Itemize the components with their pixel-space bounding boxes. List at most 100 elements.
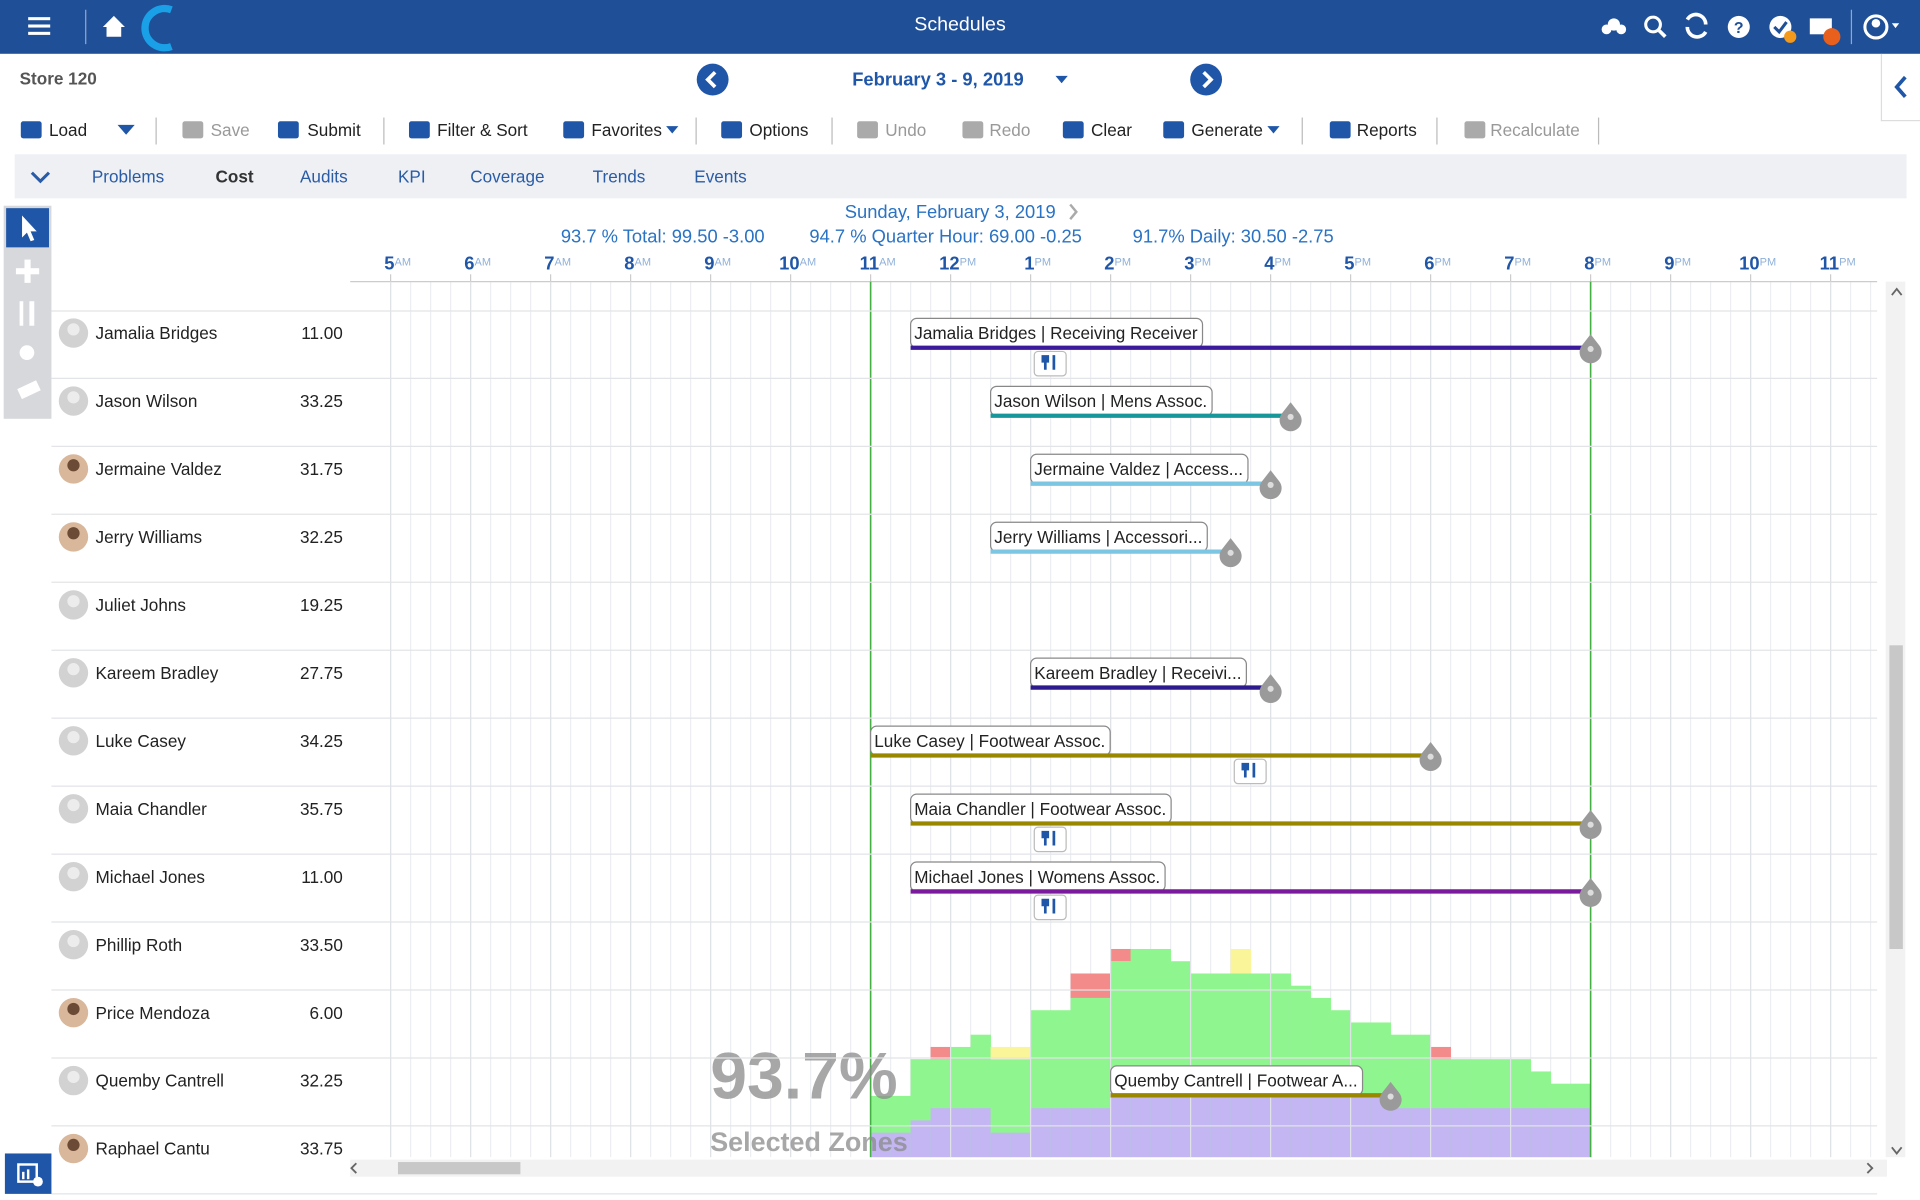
coverage-percent: 93.7% bbox=[710, 1039, 897, 1113]
shift-end-dot bbox=[1427, 753, 1434, 760]
hour-label: 9 bbox=[1664, 252, 1674, 273]
hour-label: 7 bbox=[1504, 252, 1514, 273]
toolbar-separator bbox=[155, 117, 157, 145]
app-title: Schedules bbox=[914, 14, 1006, 36]
toolbar-button[interactable]: Load bbox=[48, 120, 88, 140]
break-marker bbox=[1033, 350, 1067, 377]
break-marker bbox=[1233, 758, 1267, 785]
employee-name: Kareem Bradley bbox=[96, 663, 219, 683]
employee-name: Phillip Roth bbox=[96, 935, 183, 955]
toolbar-button[interactable]: Recalculate bbox=[1490, 120, 1580, 140]
toolbar-button[interactable]: Reports bbox=[1356, 120, 1417, 140]
day-heading: Sunday, February 3, 2019 bbox=[845, 201, 1056, 222]
week-range[interactable]: February 3 - 9, 2019 bbox=[852, 69, 1024, 91]
hour-label: 5 bbox=[1344, 252, 1354, 273]
toolbar-button[interactable]: Favorites bbox=[591, 120, 662, 140]
hour-label: 7 bbox=[544, 252, 554, 273]
hour-label: 6 bbox=[464, 252, 474, 273]
toolbar-icon bbox=[408, 121, 430, 139]
hour-label: 1 bbox=[1024, 252, 1034, 273]
shift-end-dot bbox=[1387, 1093, 1394, 1100]
avatar-head bbox=[67, 459, 80, 472]
toolbar-button[interactable]: Generate bbox=[1191, 120, 1263, 140]
v-scroll-thumb[interactable] bbox=[1889, 645, 1903, 949]
coverage-over bbox=[1090, 973, 1111, 998]
toolbar-button[interactable]: Options bbox=[749, 120, 809, 140]
hour-label: 8 bbox=[1584, 252, 1594, 273]
stat: 93.7 % Total: 99.50 -3.00 bbox=[561, 225, 765, 246]
break-marker bbox=[1033, 826, 1067, 853]
tab[interactable]: Problems bbox=[91, 166, 165, 187]
v-scroll-down bbox=[1891, 1146, 1903, 1155]
h-scroll-thumb[interactable] bbox=[397, 1162, 521, 1175]
coverage-base bbox=[1410, 1108, 1431, 1158]
toolbar-button[interactable]: Undo bbox=[885, 120, 927, 140]
toolbar-button[interactable]: Save bbox=[210, 120, 250, 140]
toolbar-icon bbox=[1464, 121, 1486, 139]
side-panel-toggle[interactable] bbox=[1880, 53, 1920, 122]
hour-label: 5 bbox=[384, 252, 394, 273]
employee-name: Jason Wilson bbox=[96, 391, 198, 411]
shift-label: Jermaine Valdez | Access... bbox=[1034, 459, 1243, 479]
select-tool[interactable] bbox=[6, 208, 49, 248]
hour-label: 10 bbox=[1739, 252, 1759, 273]
tab[interactable]: Cost bbox=[215, 166, 254, 187]
coverage-over bbox=[930, 1046, 951, 1060]
hour-label: 4 bbox=[1264, 252, 1275, 273]
favorites-caret[interactable] bbox=[666, 126, 679, 134]
store-name: Store 120 bbox=[19, 68, 97, 89]
generate-caret[interactable] bbox=[1267, 126, 1280, 134]
hour-label: 11 bbox=[860, 252, 879, 273]
tab[interactable]: Audits bbox=[300, 166, 348, 187]
shift-end-dot bbox=[1287, 413, 1294, 420]
avatar-head bbox=[67, 1138, 80, 1152]
coverage-base bbox=[1090, 1108, 1111, 1158]
week-caret[interactable] bbox=[1054, 73, 1069, 85]
hour-suffix: AM bbox=[554, 257, 571, 269]
employee-hours: 31.75 bbox=[300, 459, 343, 479]
hour-label: 11 bbox=[1820, 252, 1839, 273]
next-week[interactable] bbox=[1190, 63, 1223, 96]
week-nav: Store 120 February 3 - 9, 2019 bbox=[0, 53, 1881, 103]
employee-name: Jermaine Valdez bbox=[96, 459, 222, 479]
prev-week[interactable] bbox=[696, 63, 729, 96]
hour-suffix: PM bbox=[960, 257, 977, 269]
toolbar-button[interactable]: Redo bbox=[989, 120, 1031, 140]
employee-hours: 34.25 bbox=[300, 731, 343, 751]
tab[interactable]: Coverage bbox=[470, 166, 545, 187]
toolbar-icon bbox=[182, 121, 204, 139]
hour-suffix: AM bbox=[800, 257, 817, 269]
tab[interactable]: Events bbox=[694, 166, 747, 187]
avatar-head bbox=[67, 323, 80, 336]
toolbar-button[interactable]: Clear bbox=[1091, 120, 1133, 140]
coverage-base bbox=[1430, 1108, 1451, 1158]
employee-hours: 35.75 bbox=[300, 799, 343, 819]
analytics-button[interactable] bbox=[4, 1153, 52, 1194]
employee-hours: 32.25 bbox=[300, 1071, 343, 1091]
toolbar-icon bbox=[1163, 121, 1185, 139]
toolbar-button[interactable]: Submit bbox=[307, 120, 361, 140]
other-tools[interactable] bbox=[6, 250, 49, 417]
shift-end-dot bbox=[1587, 345, 1594, 353]
employee-hours: 27.75 bbox=[300, 663, 343, 683]
avatar-head bbox=[67, 731, 80, 744]
coverage-caption: Selected Zones bbox=[710, 1127, 908, 1157]
toolbar-icon bbox=[1062, 121, 1084, 139]
employee-hours: 33.50 bbox=[300, 935, 343, 955]
load-caret[interactable] bbox=[117, 124, 135, 135]
collapse-tabs[interactable] bbox=[29, 169, 51, 184]
hour-suffix: AM bbox=[394, 257, 411, 269]
tab[interactable]: Trends bbox=[592, 166, 646, 187]
tab[interactable]: KPI bbox=[397, 166, 426, 187]
toolbar-icon bbox=[721, 121, 743, 139]
coverage-over bbox=[1430, 1046, 1451, 1060]
avatar-head bbox=[67, 663, 80, 676]
avatar-head bbox=[67, 1070, 80, 1084]
employee-hours: 11.00 bbox=[301, 867, 343, 887]
nav-icons bbox=[28, 4, 173, 52]
coverage-base bbox=[1030, 1108, 1051, 1158]
toolbar-button[interactable]: Filter & Sort bbox=[437, 120, 528, 140]
hour-label: 6 bbox=[1424, 252, 1434, 273]
employee-name: Michael Jones bbox=[96, 867, 205, 887]
